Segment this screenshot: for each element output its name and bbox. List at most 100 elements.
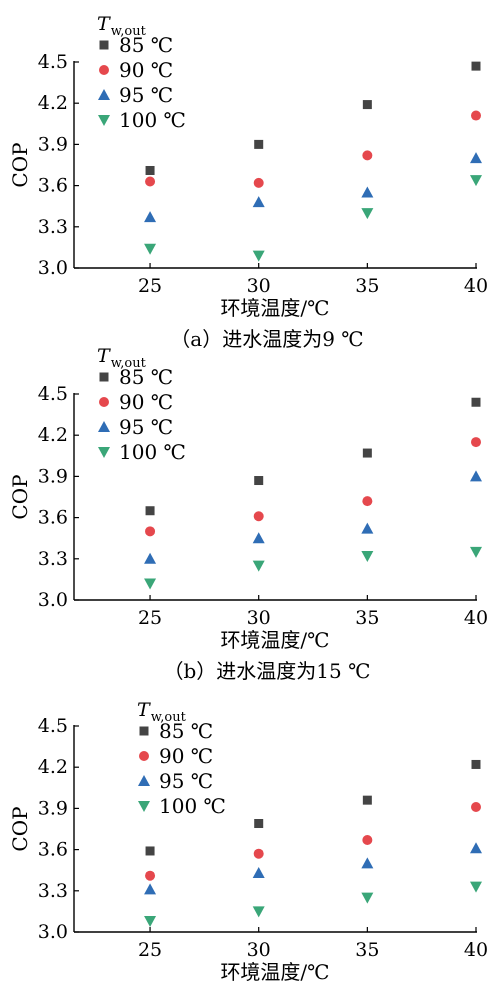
data-point-triangle-up xyxy=(361,186,374,198)
legend-label: 100 ℃ xyxy=(159,794,226,818)
data-point-circle xyxy=(471,110,481,121)
data-point-triangle-up xyxy=(252,196,265,208)
x-axis-title: 环境温度/℃ xyxy=(220,960,329,984)
legend-title-subscript: w,out xyxy=(111,356,147,371)
data-point-square xyxy=(254,476,264,486)
legend-marker-triangle-down xyxy=(138,801,150,812)
y-axis-title: COP xyxy=(8,474,32,519)
y-tick-label: 4.2 xyxy=(38,92,68,114)
data-point-square xyxy=(254,139,264,149)
chart-panel-3: 3.03.33.63.94.24.525303540COP环境温度/℃（c）进水… xyxy=(8,699,488,992)
x-tick-label: 25 xyxy=(138,275,162,297)
y-tick-label: 3.6 xyxy=(38,507,68,529)
legend-marker-triangle-down xyxy=(98,115,110,126)
data-point-triangle-down xyxy=(252,250,265,262)
data-point-circle xyxy=(145,176,156,187)
x-tick-label: 35 xyxy=(355,275,379,297)
legend-label: 90 ℃ xyxy=(159,744,213,768)
data-point-triangle-up xyxy=(470,470,482,482)
x-tick-label: 25 xyxy=(138,939,162,961)
x-tick-label: 40 xyxy=(464,939,488,961)
data-point-triangle-down xyxy=(470,546,482,558)
data-point-triangle-up xyxy=(361,857,374,869)
data-point-circle xyxy=(471,802,481,813)
y-tick-label: 3.3 xyxy=(38,548,68,570)
legend-label: 85 ℃ xyxy=(119,365,173,389)
data-point-square xyxy=(254,819,264,829)
data-point-triangle-up xyxy=(144,211,157,223)
legend-label: 90 ℃ xyxy=(119,390,173,414)
data-point-triangle-down xyxy=(144,243,157,255)
data-point-triangle-up xyxy=(252,532,265,544)
legend-marker-square xyxy=(99,40,109,50)
y-tick-label: 3.6 xyxy=(38,839,68,861)
data-point-circle xyxy=(471,437,481,448)
y-tick-label: 3.0 xyxy=(38,257,68,279)
data-point-triangle-up xyxy=(144,552,157,564)
legend-marker-triangle-down xyxy=(98,447,110,458)
data-point-triangle-up xyxy=(470,842,482,854)
y-tick-label: 3.9 xyxy=(38,133,68,155)
data-point-circle xyxy=(362,150,373,161)
data-point-triangle-down xyxy=(252,906,265,918)
legend-title-subscript: w,out xyxy=(111,24,147,39)
data-point-circle xyxy=(253,177,264,188)
data-point-circle xyxy=(253,848,264,859)
data-point-square xyxy=(471,759,481,769)
legend-label: 85 ℃ xyxy=(159,719,213,743)
x-tick-label: 30 xyxy=(247,607,271,629)
legend-marker-triangle-up xyxy=(98,421,110,432)
data-point-circle xyxy=(253,511,264,522)
y-tick-label: 3.0 xyxy=(38,589,68,611)
legend-label: 95 ℃ xyxy=(119,83,173,107)
data-point-triangle-down xyxy=(361,892,374,904)
y-tick-label: 4.2 xyxy=(38,756,68,778)
data-point-triangle-down xyxy=(361,551,374,563)
panel-caption: （a）进水温度为9 ℃ xyxy=(170,327,363,351)
data-point-circle xyxy=(145,526,156,537)
data-point-square xyxy=(145,165,155,175)
data-point-square xyxy=(471,61,481,71)
data-point-square xyxy=(145,846,155,856)
x-tick-label: 40 xyxy=(464,275,488,297)
data-point-square xyxy=(362,448,372,458)
y-tick-label: 3.0 xyxy=(38,921,68,943)
data-point-triangle-up xyxy=(470,152,482,164)
panel-caption: （b）进水温度为15 ℃ xyxy=(164,659,371,683)
x-axis-title: 环境温度/℃ xyxy=(220,628,329,652)
y-axis-title: COP xyxy=(8,806,32,851)
legend-label: 90 ℃ xyxy=(119,58,173,82)
y-tick-label: 4.2 xyxy=(38,424,68,446)
x-tick-label: 30 xyxy=(247,939,271,961)
data-point-triangle-up xyxy=(144,883,157,895)
x-tick-label: 25 xyxy=(138,607,162,629)
data-point-triangle-down xyxy=(470,175,482,187)
y-tick-label: 4.5 xyxy=(38,715,68,737)
data-point-square xyxy=(145,506,155,516)
legend-marker-circle xyxy=(99,65,109,75)
legend-marker-triangle-up xyxy=(98,89,110,100)
chart-panel-1: 3.0 3.3 3.6 3.9 4.2 4.5 25 30 35 40 COP 环境温度/℃ （a）进水… xyxy=(8,13,488,351)
legend-label: 100 ℃ xyxy=(119,108,186,132)
data-point-circle xyxy=(145,870,156,881)
x-axis-title: 环境温度/℃ xyxy=(220,296,329,320)
data-point-triangle-down xyxy=(470,881,482,893)
chart-panel-2: 3.0 3.3 3.6 3.9 4.2 4.5 25 30 35 40 COP 环境温度/℃ （b）进水… xyxy=(8,345,488,683)
y-axis-title: COP xyxy=(8,142,32,187)
legend-marker-square xyxy=(139,726,149,736)
y-tick-label: 3.3 xyxy=(38,216,68,238)
y-tick-label: 4.5 xyxy=(38,51,68,73)
legend-marker-circle xyxy=(139,751,149,761)
data-point-square xyxy=(362,100,372,110)
data-point-circle xyxy=(362,496,373,507)
x-tick-label: 35 xyxy=(355,607,379,629)
legend-marker-triangle-up xyxy=(138,775,150,786)
y-tick-label: 3.6 xyxy=(38,175,68,197)
data-point-circle xyxy=(362,834,373,845)
legend-label: 95 ℃ xyxy=(119,415,173,439)
data-point-square xyxy=(362,795,372,805)
legend-marker-square xyxy=(99,372,109,382)
